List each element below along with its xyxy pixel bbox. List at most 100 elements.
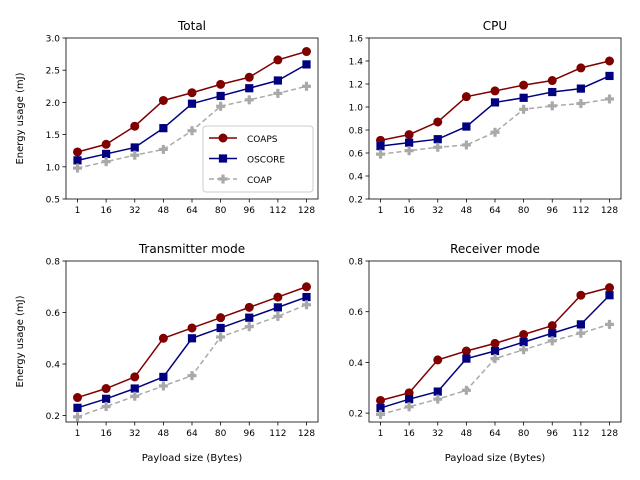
data-point — [576, 63, 586, 73]
series-coaps — [73, 282, 311, 403]
y-axis-label: Energy usage (mJ) — [15, 295, 26, 387]
data-point — [159, 124, 168, 133]
data-point — [433, 355, 443, 365]
data-point — [461, 140, 471, 150]
data-point — [73, 156, 82, 165]
x-tick-label: 1 — [75, 429, 81, 439]
subplot-title: Receiver mode — [450, 242, 540, 256]
data-point — [302, 292, 311, 302]
legend-box — [202, 125, 314, 193]
data-point — [187, 99, 197, 108]
data-point — [490, 338, 500, 348]
axes-frame — [368, 37, 622, 200]
x-tick-label: 112 — [572, 206, 589, 216]
data-point — [158, 95, 168, 105]
y-tick-label: 0.4 — [349, 359, 364, 369]
y-tick-label: 0.6 — [349, 150, 364, 160]
legend-label: COAPS — [247, 135, 278, 145]
data-point — [404, 130, 414, 140]
y-tick-label: 0.8 — [46, 258, 61, 268]
data-point — [461, 385, 471, 395]
x-tick-label: 80 — [518, 429, 530, 439]
series-coap — [376, 94, 614, 159]
data-point — [187, 126, 197, 136]
data-point — [490, 127, 500, 137]
data-point — [73, 163, 82, 173]
x-tick-label: 16 — [403, 429, 415, 439]
data-point — [245, 313, 254, 322]
y-tick-label: 0.8 — [349, 258, 364, 268]
data-point — [273, 88, 283, 98]
y-tick-label: 0.6 — [349, 308, 364, 318]
x-tick-label: 80 — [215, 429, 227, 439]
y-tick-label: 0.6 — [46, 309, 61, 319]
subplot-title: Transmitter mode — [138, 242, 245, 256]
x-tick-label: 112 — [269, 206, 286, 216]
data-point — [461, 92, 471, 102]
data-point — [244, 322, 254, 332]
data-point — [216, 313, 226, 323]
x-tick-label: 128 — [601, 206, 618, 216]
data-point — [101, 157, 111, 167]
data-point — [519, 104, 529, 114]
data-point — [244, 95, 254, 105]
x-tick-label: 48 — [158, 206, 170, 216]
data-point — [576, 84, 585, 93]
x-tick-label: 64 — [186, 206, 198, 216]
data-point — [461, 346, 471, 356]
data-point — [216, 79, 226, 89]
data-point — [273, 55, 283, 65]
data-point — [216, 332, 226, 342]
data-point — [490, 98, 500, 107]
data-point — [216, 91, 225, 101]
y-tick-label: 0.4 — [349, 173, 364, 183]
data-point — [548, 329, 557, 338]
y-tick-label: 0.2 — [46, 412, 60, 422]
legend: COAPS OSCORE COAP — [202, 125, 314, 193]
x-tick-label: 128 — [298, 429, 315, 439]
data-point — [462, 122, 471, 131]
x-tick-label: 16 — [100, 206, 112, 216]
subplot-2: CPU 1 16 32 48 64 80 96 112 128 0.2 0.4 0.6 0.8 1.0 1.2… — [349, 19, 622, 216]
data-point — [605, 283, 614, 293]
x-tick-label: 32 — [129, 429, 140, 439]
x-tick-label: 32 — [432, 206, 443, 216]
data-point — [376, 395, 385, 405]
data-point — [433, 142, 443, 152]
data-point — [433, 135, 442, 144]
subplot-1: Total 1 16 32 48 64 80 96 112 128 0.5 1.0 1.5 2.0 2.5 3… — [15, 19, 319, 216]
data-point — [519, 338, 528, 347]
data-point — [519, 345, 529, 355]
x-tick-label: 1 — [75, 206, 81, 216]
legend-entry: COAPS — [209, 133, 278, 145]
data-point — [547, 76, 557, 86]
data-point — [73, 403, 82, 412]
y-axis-label: Energy usage (mJ) — [15, 72, 26, 164]
y-tick-label: 1.2 — [349, 81, 363, 91]
y-tick-label: 0.8 — [349, 127, 364, 137]
x-tick-label: 48 — [461, 429, 473, 439]
x-tick-label: 128 — [601, 429, 618, 439]
series-oscore — [73, 292, 311, 412]
y-tick-label: 0.5 — [46, 196, 60, 206]
data-point — [216, 323, 225, 333]
series-line — [77, 296, 307, 409]
y-tick-label: 1.5 — [46, 131, 60, 141]
y-tick-label: 1.0 — [46, 163, 61, 173]
data-point — [547, 321, 557, 331]
data-point — [73, 147, 82, 157]
y-tick-label: 1.0 — [349, 104, 364, 114]
x-tick-label: 96 — [547, 206, 559, 216]
data-point — [605, 94, 614, 104]
data-point — [462, 354, 471, 363]
data-point — [273, 292, 283, 302]
series-line — [380, 323, 610, 416]
data-point — [519, 80, 529, 90]
x-tick-label: 32 — [129, 206, 140, 216]
x-tick-label: 112 — [269, 429, 286, 439]
legend-label: COAP — [247, 176, 272, 186]
subplot-4: Receiver mode 1 16 32 48 64 80 96 112 128 0.2 0.4 0.… — [349, 242, 622, 464]
data-point — [273, 303, 282, 312]
data-point — [404, 146, 414, 156]
